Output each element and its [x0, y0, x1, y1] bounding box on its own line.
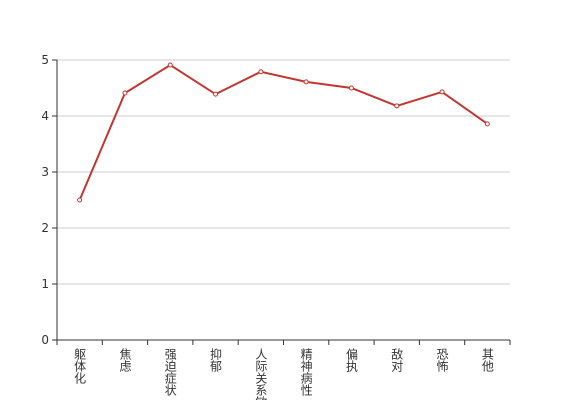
point — [258, 69, 264, 75]
y-tick-label: 2 — [41, 221, 49, 235]
x-tick-label: 躯体化 — [73, 347, 87, 385]
y-tick-label: 3 — [41, 165, 49, 179]
point — [167, 62, 173, 68]
x-tick-label: 人际关系敏感 — [254, 348, 268, 400]
x-tick-label: 其他 — [480, 348, 494, 372]
point — [77, 197, 83, 203]
x-tick-label: 敌对 — [390, 347, 404, 372]
point — [122, 90, 128, 96]
y-tick-label: 1 — [41, 277, 49, 291]
y-tick-label: 5 — [41, 53, 49, 67]
y-tick-label: 4 — [41, 109, 49, 123]
x-tick-label: 恐怖 — [435, 348, 449, 372]
point — [394, 103, 400, 109]
x-tick-label: 焦虑 — [118, 348, 132, 372]
x-tick-label: 精神病性 — [299, 348, 313, 397]
x-tick-label: 抑郁 — [209, 347, 223, 373]
point — [303, 79, 309, 85]
point — [439, 89, 445, 95]
line — [78, 63, 488, 201]
point — [484, 121, 490, 127]
point — [348, 85, 354, 91]
point — [213, 91, 219, 97]
y-tick-label: 0 — [41, 333, 49, 347]
x-tick-label: 偏执 — [344, 347, 358, 373]
x-tick-label: 强迫症状 — [163, 348, 177, 396]
